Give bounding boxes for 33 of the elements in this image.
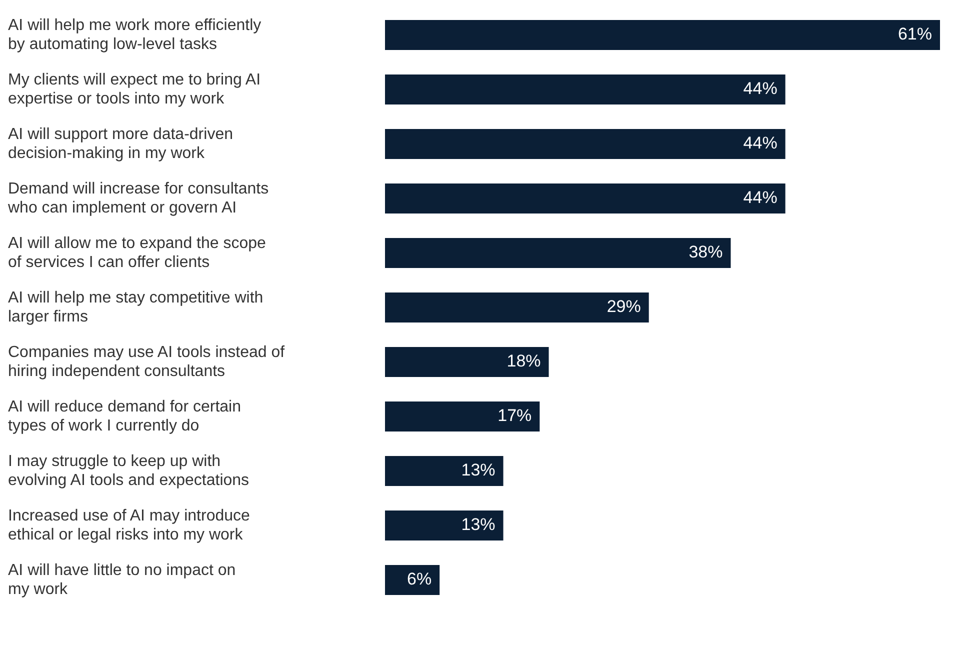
- bar: [385, 74, 786, 104]
- data-label: 38%: [688, 242, 723, 262]
- bar: [385, 238, 731, 268]
- y-tick-label: AI will allow me to expand the scope of services I can offer clients: [8, 234, 266, 271]
- data-label: 44%: [743, 188, 778, 207]
- y-tick-label: Companies may use AI tools instead of hiring independent consultants: [8, 344, 286, 380]
- bar: [385, 565, 440, 595]
- y-tick-label: AI will reduce demand for certain types of work I currently do: [8, 398, 241, 434]
- data-label: 29%: [606, 296, 641, 316]
- data-label: 13%: [461, 514, 496, 534]
- y-tick-label: My clients will expect me to bring AI expertise or tools into my work: [8, 71, 261, 108]
- bar: [385, 510, 504, 540]
- bar: [385, 402, 540, 432]
- y-tick-label: I may struggle to keep up with evolving AI tools and expectations: [8, 452, 250, 489]
- y-tick-label: AI will support more data-driven decision-making in my work: [8, 126, 233, 162]
- bar: [385, 292, 649, 322]
- bar: [385, 184, 786, 214]
- data-label: 61%: [898, 24, 932, 44]
- y-tick-label: Demand will increase for consultants who can implement or govern AI: [7, 180, 269, 216]
- data-label: 44%: [743, 133, 778, 152]
- bar: [385, 129, 786, 159]
- bar: [385, 347, 549, 377]
- y-tick-label: AI will help me stay competitive with larger firms: [8, 289, 264, 326]
- data-label: 44%: [743, 78, 778, 98]
- bar: [385, 20, 940, 50]
- data-label: 17%: [498, 406, 532, 425]
- data-label: 18%: [506, 351, 541, 370]
- data-label: 13%: [461, 460, 496, 480]
- bar: [385, 456, 504, 486]
- data-label: 6%: [407, 569, 432, 588]
- y-tick-label: Increased use of AI may introduce ethical or legal risks into my work: [8, 507, 250, 544]
- y-tick-label: AI will have little to no impact on my work: [8, 562, 236, 598]
- y-tick-label: AI will help me work more efficiently by automating low-level tasks: [8, 16, 262, 53]
